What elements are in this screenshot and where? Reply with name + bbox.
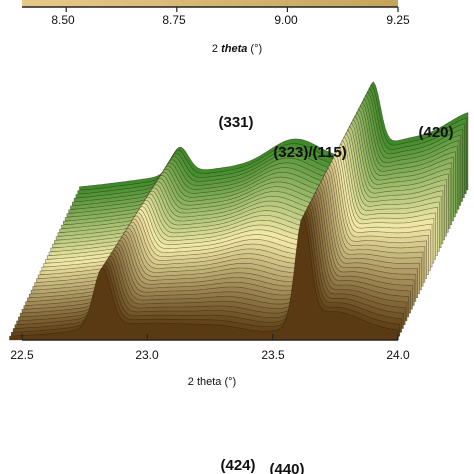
main-panel: 22.5 23.0 23.5 24.0 2 theta (°) (331) (3… — [9, 81, 469, 388]
top-x-tick-label: 8.75 — [162, 13, 186, 27]
peak-label-420: (420) — [418, 124, 453, 141]
top-panel-traces — [22, 0, 398, 7]
peak-label-424: (424) — [220, 457, 255, 474]
top-tick-group — [65, 7, 399, 12]
main-x-axis-label: 2 theta (°) — [188, 376, 236, 388]
bottom-panel: (424) (440) — [220, 457, 304, 474]
top-x-axis-label: 2 theta (°) — [212, 43, 262, 55]
main-x-tick-label: 23.0 — [135, 348, 159, 362]
waterfall-traces — [9, 81, 469, 341]
main-x-tick-label: 24.0 — [386, 348, 410, 362]
waterfall-trace — [9, 215, 399, 341]
main-x-tick-label: 23.5 — [261, 348, 285, 362]
peak-label-440: (440) — [269, 461, 304, 474]
top-x-tick-label: 8.50 — [51, 13, 75, 27]
peak-label-323-115: (323)/(115) — [273, 144, 346, 161]
peak-label-331: (331) — [218, 114, 253, 131]
main-x-tick-label: 22.5 — [10, 348, 34, 362]
main-tick-group — [21, 334, 399, 340]
top-x-tick-label: 9.25 — [386, 13, 410, 27]
top-panel: 8.50 8.75 9.00 9.25 2 theta (°) — [22, 0, 410, 55]
top-x-tick-label: 9.00 — [274, 13, 298, 27]
